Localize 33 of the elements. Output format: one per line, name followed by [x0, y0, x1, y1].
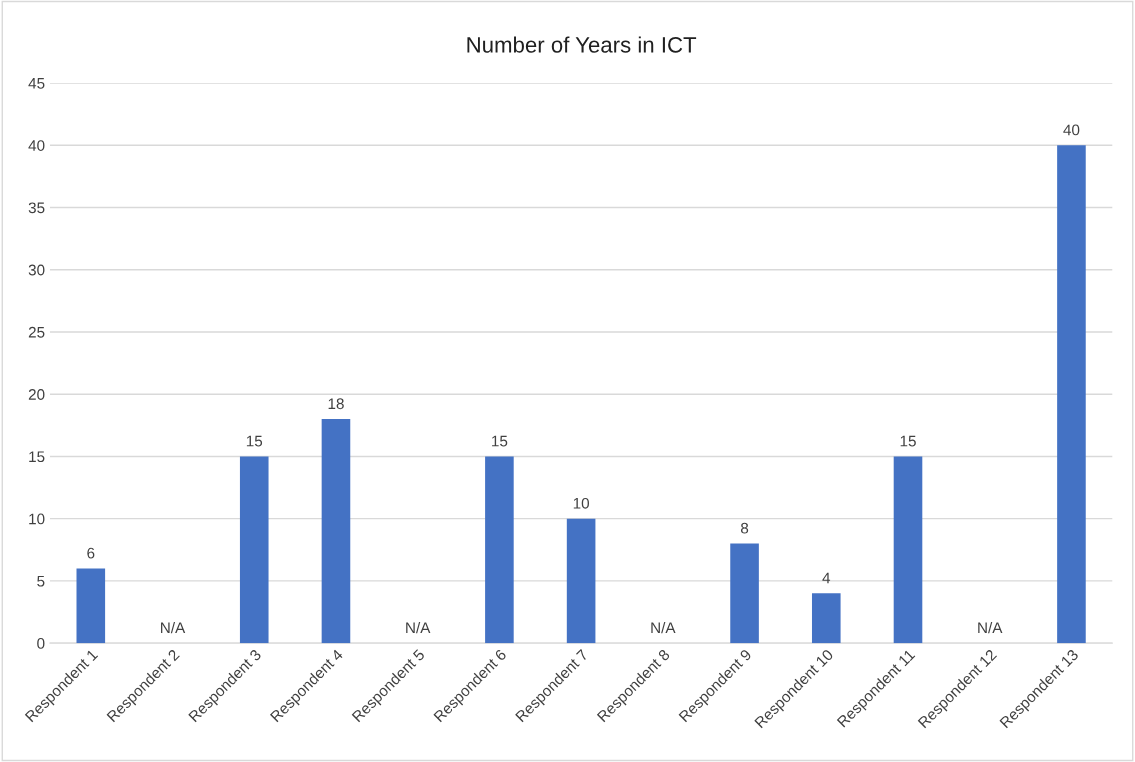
y-tick-label: 45	[28, 78, 45, 89]
y-tick-label: 5	[37, 575, 45, 587]
data-label: 8	[740, 522, 749, 534]
data-label: 6	[87, 547, 95, 559]
y-tick-label: 30	[28, 264, 45, 276]
y-tick-label: 10	[29, 513, 45, 525]
y-tick-label: 15	[29, 451, 45, 463]
data-label: 15	[900, 435, 916, 447]
text: N/A	[651, 621, 676, 634]
y-tick-label: 0	[37, 638, 45, 649]
bar	[811, 593, 841, 644]
text: N/A	[978, 621, 1003, 634]
y-tick-label: 20	[28, 389, 45, 400]
y-tick-label: 40	[28, 140, 45, 151]
data-label: 15	[246, 435, 263, 447]
data-label: 40	[1063, 124, 1080, 136]
bar	[485, 456, 514, 644]
chart-title: Number of Years in ICT	[467, 36, 697, 53]
bar	[566, 518, 596, 644]
data-label: 10	[573, 497, 590, 509]
bar	[730, 543, 759, 644]
data-label: 4	[822, 572, 831, 584]
bar	[76, 568, 106, 644]
bar	[321, 419, 351, 644]
y-tick-label: 25	[28, 326, 45, 338]
bar	[1057, 145, 1086, 644]
bar	[893, 456, 923, 644]
text: N/A	[161, 621, 186, 634]
text: N/A	[406, 621, 431, 634]
data-label: 15	[492, 435, 508, 447]
bar	[239, 456, 269, 644]
data-label: 18	[328, 398, 344, 410]
y-tick-label: 35	[28, 202, 45, 214]
